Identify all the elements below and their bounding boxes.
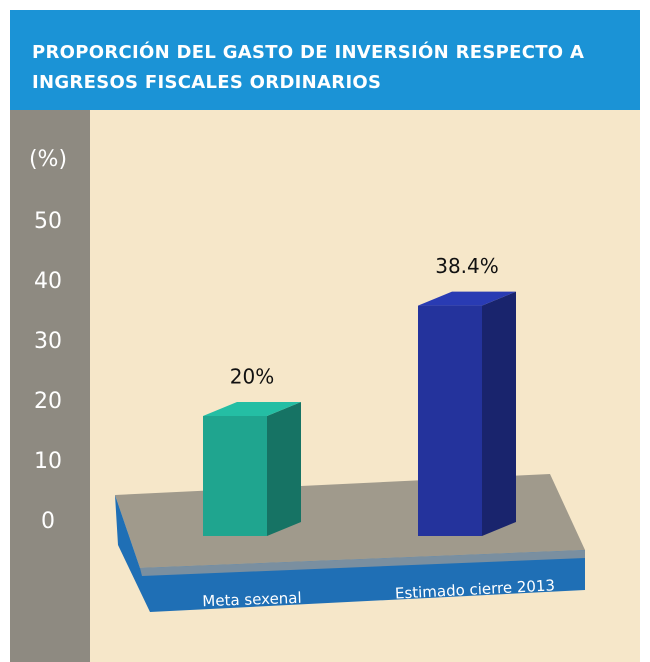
axis-panel — [10, 110, 90, 662]
bar — [203, 416, 267, 536]
bar-side — [267, 402, 301, 536]
value-label: 38.4% — [435, 254, 499, 278]
y-axis-label: (%) — [29, 147, 67, 172]
value-label: 20% — [230, 365, 274, 389]
x-tick-label: Meta sexenal — [202, 589, 302, 610]
bar-side — [482, 291, 516, 536]
y-tick-label: 0 — [41, 509, 55, 534]
bar-top — [418, 291, 516, 306]
platform-edge — [140, 550, 585, 576]
header: PROPORCIÓN DEL GASTO DE INVERSIÓN RESPEC… — [10, 10, 640, 110]
y-tick-label: 20 — [34, 389, 62, 414]
y-tick-label: 50 — [34, 209, 62, 234]
y-tick-label: 30 — [34, 329, 62, 354]
y-tick-label: 10 — [34, 449, 62, 474]
bar-top — [203, 402, 301, 416]
chart-title: PROPORCIÓN DEL GASTO DE INVERSIÓN RESPEC… — [32, 42, 585, 93]
y-tick-label: 40 — [34, 269, 62, 294]
platform-front — [115, 495, 585, 612]
bar — [418, 305, 482, 536]
